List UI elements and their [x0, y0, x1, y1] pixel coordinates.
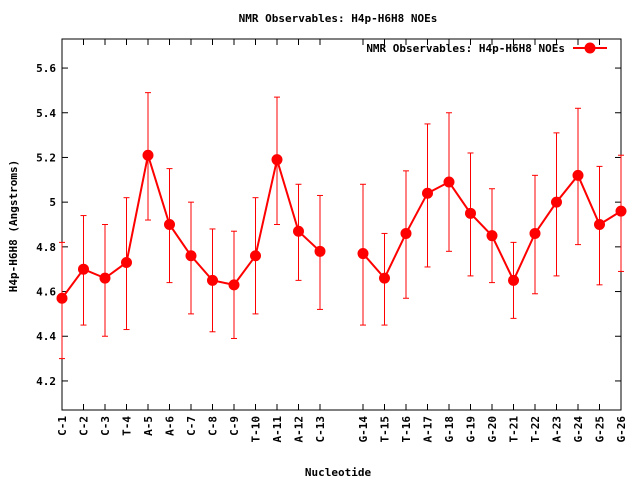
y-tick-label: 5.6 [36, 62, 56, 75]
data-point [56, 292, 68, 304]
data-point [594, 219, 605, 230]
data-point [185, 250, 197, 262]
data-point [164, 219, 175, 230]
x-tick-label: C-13 [314, 416, 327, 443]
data-point [400, 227, 412, 239]
x-tick-label: T-15 [379, 416, 392, 443]
data-point [250, 250, 261, 262]
x-tick-label: G-26 [615, 416, 628, 443]
x-tick-label: G-14 [357, 416, 370, 443]
data-point [529, 227, 541, 239]
data-point [142, 149, 154, 161]
x-tick-label: T-16 [400, 416, 413, 443]
data-point [121, 256, 132, 268]
x-tick-label: A-23 [551, 416, 564, 443]
data-point [508, 274, 519, 286]
data-point [99, 272, 111, 284]
chart-title: NMR Observables: H4p-H6H8 NOEs [239, 12, 438, 25]
data-point [314, 245, 326, 257]
data-point [572, 169, 584, 181]
x-tick-label: C-9 [228, 416, 241, 436]
plot-frame [61, 38, 622, 411]
data-point [465, 207, 476, 219]
data-point [228, 279, 240, 291]
x-tick-label: G-19 [465, 416, 478, 443]
y-tick-label: 4.6 [36, 286, 56, 299]
axes-group: 4.2 4.4 4.6 4.8 5 5.2 5.4 5.6 C-1 C-2 C-3 T-4 A-5 A-6… [36, 38, 628, 443]
data-point [271, 154, 283, 166]
data-point [443, 176, 455, 188]
x-tick-label: A-17 [422, 416, 435, 443]
data-point [551, 196, 562, 208]
x-tick-label: A-11 [271, 416, 284, 443]
data-point [379, 272, 390, 284]
y-axis-label: H4p-H6H8 (Angstroms) [7, 160, 20, 292]
marks-group [56, 92, 627, 360]
data-point [357, 248, 369, 260]
legend-label: NMR Observables: H4p-H6H8 NOEs [366, 42, 565, 55]
data-point [615, 205, 627, 217]
x-tick-label: G-25 [594, 416, 607, 443]
x-tick-label: T-21 [508, 416, 521, 443]
x-tick-label: A-6 [164, 416, 177, 436]
x-tick-label: A-12 [293, 416, 306, 443]
x-tick-label: C-1 [56, 416, 69, 436]
data-point [486, 230, 498, 242]
y-tick-label: 4.2 [36, 375, 56, 388]
y-tick-label: 5 [49, 196, 56, 209]
y-tick-label: 4.4 [36, 330, 56, 343]
legend-marker [584, 42, 596, 54]
y-tick-label: 5.2 [36, 151, 56, 164]
x-tick-label: A-5 [142, 416, 155, 436]
x-tick-label: C-7 [185, 416, 198, 436]
y-tick-label: 4.8 [36, 241, 56, 254]
x-tick-label: C-8 [207, 416, 220, 436]
data-point [422, 187, 433, 199]
x-tick-label: C-3 [99, 416, 112, 436]
x-tick-label: T-22 [529, 416, 542, 443]
x-tick-label: G-20 [486, 416, 499, 443]
x-tick-label: T-4 [121, 416, 134, 436]
y-tick-label: 5.4 [36, 107, 56, 120]
legend: NMR Observables: H4p-H6H8 NOEs [366, 42, 607, 55]
x-tick-label: T-10 [250, 416, 263, 443]
x-tick-label: C-2 [78, 416, 91, 436]
x-tick-label: G-18 [443, 416, 456, 443]
data-point [207, 274, 218, 286]
x-tick-label: G-24 [572, 416, 585, 443]
data-point [293, 225, 304, 237]
data-point [78, 263, 89, 275]
x-axis-label: Nucleotide [305, 466, 372, 479]
